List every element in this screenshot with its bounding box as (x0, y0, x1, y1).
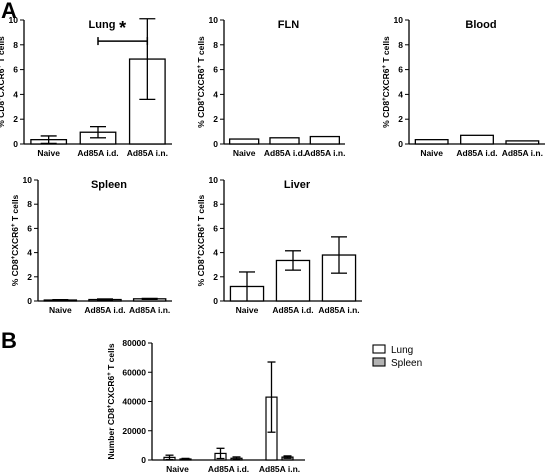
y-tick-label: 6 (27, 223, 32, 233)
y-tick-label: 0 (13, 139, 18, 149)
y-axis-label: Number CD8+CXCR6+ T cells (106, 343, 116, 459)
x-tick-label: Naive (49, 305, 72, 315)
x-tick-label: Ad85A i.n. (127, 148, 168, 158)
x-tick-label: Ad85A i.d. (84, 305, 125, 315)
y-tick-label: 2 (398, 114, 403, 124)
y-tick-label: 4 (213, 248, 218, 258)
y-tick-label: 0 (27, 296, 32, 306)
y-tick-label: 10 (23, 175, 33, 185)
y-tick-label: 10 (394, 15, 404, 25)
y-tick-label: 8 (213, 40, 218, 50)
x-tick-label: Ad85A i.n. (502, 148, 543, 158)
y-tick-label: 6 (13, 65, 18, 75)
y-tick-label: 0 (398, 139, 403, 149)
x-tick-label: Ad85A i.d. (272, 305, 313, 315)
bar (269, 137, 300, 145)
y-axis-label: % CD8+CXCR6+ T cells (0, 36, 6, 128)
bar (414, 139, 449, 145)
x-tick-label: Ad85A i.d. (77, 148, 118, 158)
x-tick-label: Ad85A i.n. (129, 305, 170, 315)
y-tick-label: 2 (213, 272, 218, 282)
chart-title: FLN (278, 19, 299, 31)
y-tick-label: 10 (209, 175, 219, 185)
bar (228, 138, 260, 145)
y-tick-label: 10 (209, 15, 219, 25)
x-tick-label: Ad85A i.d. (264, 148, 305, 158)
significance-marker: * (119, 18, 126, 38)
y-axis-label: % CD8+CXCR6+ T cells (381, 36, 391, 128)
y-tick-label: 40000 (122, 397, 146, 407)
y-tick-label: 4 (398, 89, 403, 99)
chart-fln: 0 2 4 6 8 10 % CD8+CXCR6+ T cells FLN Naive Ad85A… (196, 15, 345, 158)
y-tick-label: 4 (27, 248, 32, 258)
y-axis-label: % CD8+CXCR6+ T cells (196, 194, 206, 286)
x-tick-label: Naive (37, 148, 60, 158)
chart-title: Spleen (91, 179, 127, 191)
x-tick-label: Naive (236, 305, 259, 315)
y-tick-label: 6 (213, 223, 218, 233)
chart-blood: 0 2 4 6 8 10 % CD8+CXCR6+ T cells Blood Naive Ad8… (381, 15, 545, 158)
y-tick-label: 8 (213, 199, 218, 209)
legend-swatch-spleen (372, 357, 386, 367)
y-tick-label: 2 (213, 114, 218, 124)
x-tick-label: Naive (233, 148, 256, 158)
bar (460, 134, 494, 145)
chart-title: Blood (465, 19, 496, 31)
x-tick-label: Naive (166, 464, 189, 472)
chart-lung: 0 2 4 6 8 10 % CD8+CXCR6+ T cells Lung Naive Ad85… (0, 15, 172, 158)
legend-swatch-lung (372, 344, 386, 354)
x-tick-label: Ad85A i.n. (259, 464, 300, 472)
panel-letter-a: A (1, 0, 17, 23)
y-tick-label: 0 (213, 296, 218, 306)
y-tick-label: 0 (213, 139, 218, 149)
x-tick-label: Ad85A i.d. (208, 464, 249, 472)
y-tick-label: 60000 (122, 367, 146, 377)
bar (505, 140, 540, 145)
y-tick-label: 8 (398, 40, 403, 50)
y-tick-label: 2 (13, 114, 18, 124)
y-tick-label: 8 (27, 199, 32, 209)
y-axis-label: % CD8+CXCR6+ T cells (10, 194, 20, 286)
panel-letter-b: B (1, 328, 17, 353)
x-tick-label: Naive (420, 148, 443, 158)
chart-liver: 0 2 4 6 8 10% CD8+CXCR6+ T cells Liver Naive Ad8… (196, 175, 362, 315)
x-tick-label: Ad85A i.n. (318, 305, 359, 315)
y-tick-label: 0 (141, 455, 146, 465)
chart-number: 0 20000 40000 60000 80000 Number CD8+CXCR6+ T… (106, 338, 422, 472)
chart-title: Lung (89, 19, 116, 31)
y-tick-label: 6 (213, 65, 218, 75)
y-tick-label: 20000 (122, 426, 146, 436)
legend-label-lung: Lung (391, 345, 413, 356)
y-tick-label: 6 (398, 65, 403, 75)
y-axis-label: % CD8+CXCR6+ T cells (196, 36, 206, 128)
x-tick-label: Ad85A i.d. (456, 148, 497, 158)
chart-title: Liver (284, 179, 311, 191)
y-tick-label: 10 (9, 15, 19, 25)
y-tick-label: 80000 (122, 338, 146, 348)
x-tick-label: Ad85A i.n. (304, 148, 345, 158)
legend-label-spleen: Spleen (391, 358, 422, 369)
y-tick-label: 4 (13, 89, 18, 99)
y-tick-label: 4 (213, 89, 218, 99)
chart-spleen: 0 2 4 6 8 10% CD8+CXCR6+ T cells Spleen Naive Ad… (10, 175, 172, 315)
y-tick-label: 8 (13, 40, 18, 50)
bar (309, 135, 341, 145)
y-tick-label: 2 (27, 272, 32, 282)
